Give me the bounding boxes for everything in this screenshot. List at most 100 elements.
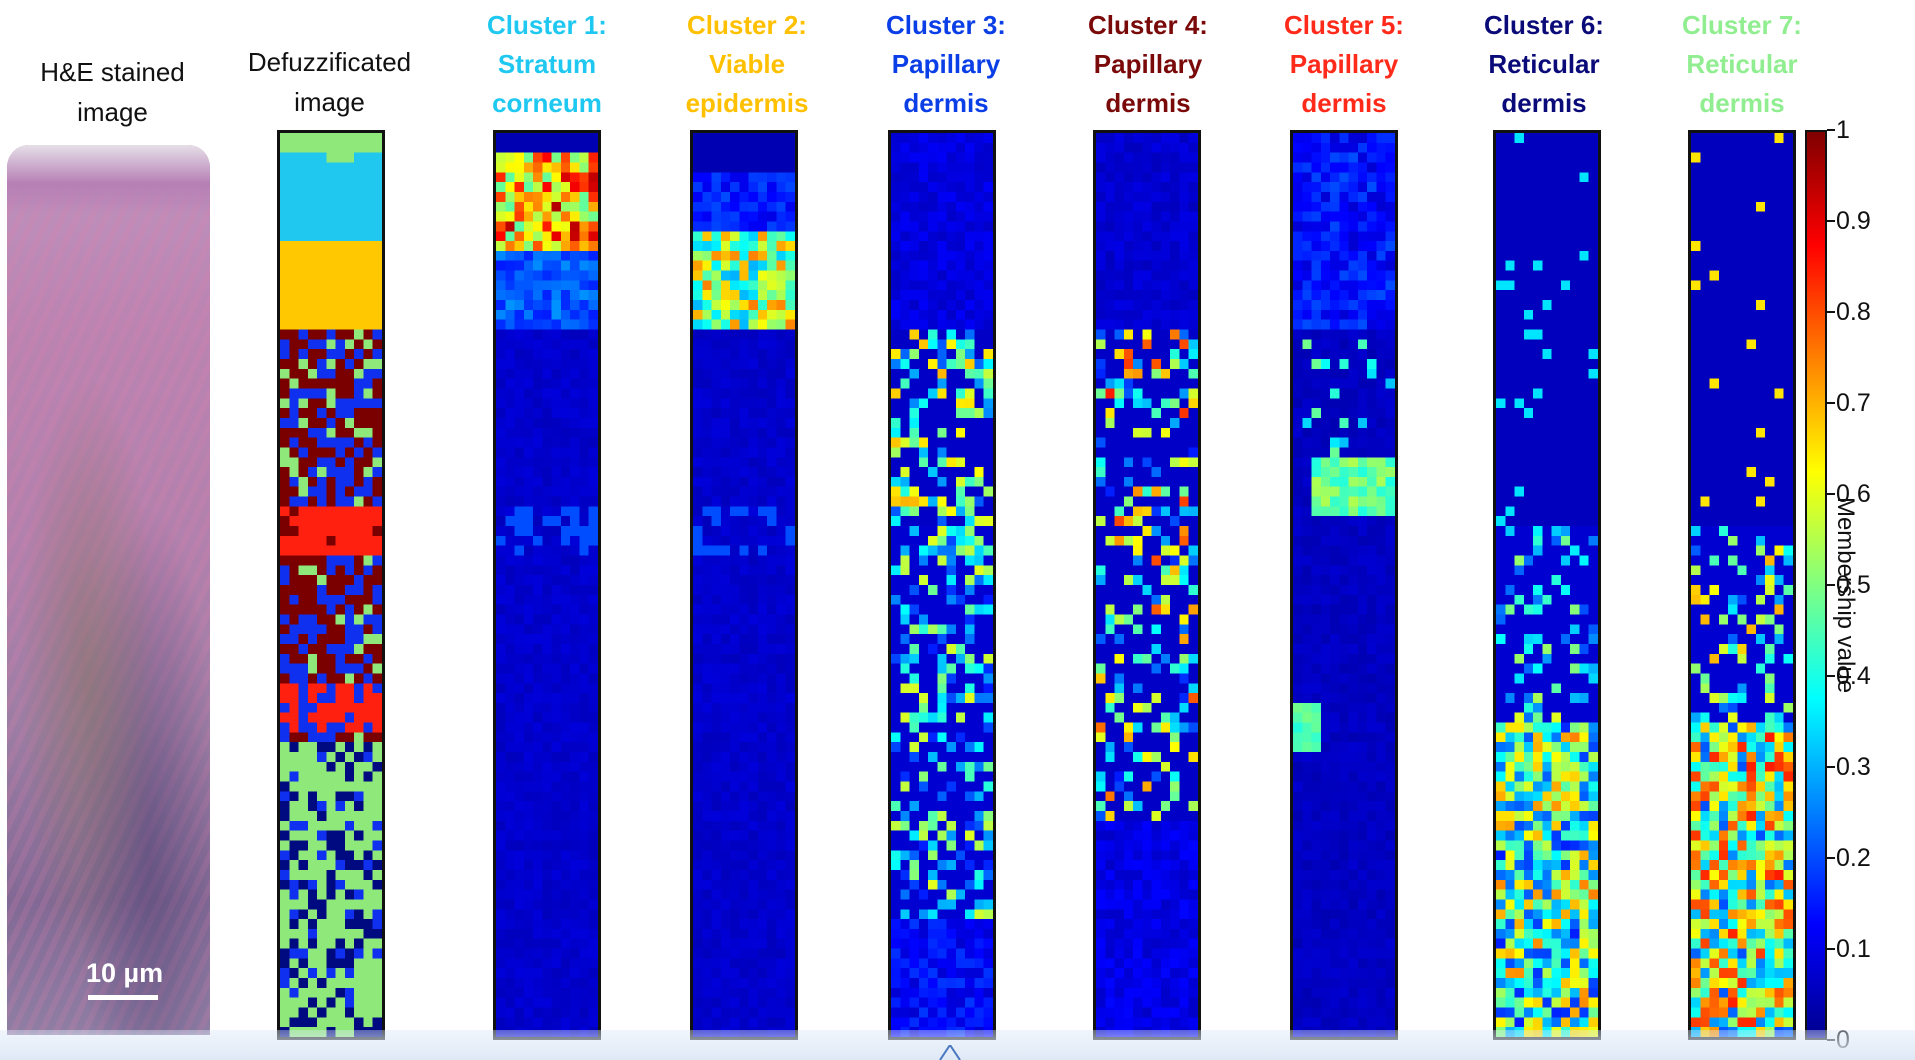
- heatmap-cell: [1160, 909, 1171, 920]
- heatmap-cell: [974, 339, 985, 350]
- heatmap-cell: [579, 349, 590, 360]
- heatmap-cell: [289, 191, 299, 203]
- heatmap-cell: [280, 162, 290, 173]
- heatmap-cell: [307, 575, 318, 586]
- heatmap-cell: [739, 133, 749, 144]
- heatmap-cell: [344, 191, 355, 203]
- heatmap-cell: [514, 673, 525, 684]
- heatmap-cell: [946, 742, 957, 753]
- heatmap-cell: [335, 555, 346, 566]
- heatmap-cell: [335, 663, 346, 674]
- heatmap-cell: [354, 300, 364, 311]
- heatmap-cell: [514, 575, 525, 586]
- heatmap-cell: [965, 997, 975, 1008]
- heatmap-cell: [891, 693, 901, 704]
- heatmap-cell: [785, 408, 795, 419]
- heatmap-cell: [505, 349, 515, 360]
- heatmap-cell: [1105, 270, 1115, 281]
- heatmap-cell: [1123, 427, 1134, 438]
- heatmap-cell: [588, 182, 598, 193]
- heatmap-cell: [928, 978, 938, 989]
- heatmap-cell: [514, 830, 525, 841]
- heatmap-cell: [280, 614, 290, 625]
- heatmap-cell: [918, 339, 929, 350]
- heatmap-cell: [560, 319, 571, 330]
- heatmap-cell: [363, 634, 374, 645]
- heatmap-cell: [1105, 280, 1115, 291]
- heatmap-cell: [965, 968, 975, 979]
- heatmap-cell: [983, 928, 993, 940]
- heatmap-cell: [335, 496, 346, 507]
- heatmap-cell: [720, 702, 731, 714]
- heatmap-cell: [702, 693, 712, 704]
- heatmap-cell: [533, 378, 543, 389]
- heatmap-cell: [702, 840, 712, 851]
- heatmap-cell: [1114, 152, 1125, 163]
- heatmap-cell: [928, 585, 938, 596]
- heatmap-cell: [1096, 408, 1106, 419]
- heatmap-cell: [918, 368, 929, 379]
- heatmap-cell: [354, 398, 364, 409]
- heatmap-cell: [335, 339, 346, 350]
- heatmap-cell: [1151, 408, 1162, 419]
- heatmap-cell: [711, 427, 722, 438]
- heatmap-cell: [317, 909, 327, 920]
- heatmap-cell: [776, 339, 787, 350]
- heatmap-cell: [702, 398, 712, 409]
- heatmap-cell: [326, 1007, 336, 1018]
- heatmap-cell: [702, 879, 712, 890]
- heatmap-cell: [307, 820, 318, 831]
- heatmap-cell: [514, 231, 525, 242]
- heatmap-cell: [298, 1007, 309, 1018]
- heatmap-cell: [918, 889, 929, 900]
- heatmap-cell: [1096, 486, 1106, 497]
- heatmap-cell: [588, 172, 598, 183]
- heatmap-cell: [570, 417, 580, 429]
- heatmap-cell: [372, 201, 382, 212]
- heatmap-cell: [363, 329, 374, 340]
- heatmap-cell: [955, 594, 966, 605]
- heatmap-cell: [307, 683, 318, 694]
- heatmap-cell: [372, 172, 382, 183]
- heatmap-cell: [1188, 300, 1198, 311]
- heatmap-cell: [354, 1007, 364, 1018]
- heatmap-cell: [317, 771, 327, 782]
- heatmap-cell: [702, 742, 712, 753]
- heatmap-cell: [974, 280, 985, 291]
- heatmap-cell: [579, 408, 590, 419]
- heatmap-cell: [1105, 634, 1115, 645]
- heatmap-cell: [505, 614, 515, 625]
- heatmap-cell: [1133, 172, 1143, 183]
- heatmap-cell: [1114, 899, 1125, 910]
- heatmap-cell: [1123, 850, 1134, 861]
- heatmap-cell: [757, 349, 768, 360]
- heatmap-cell: [588, 643, 598, 655]
- heatmap-cell: [909, 909, 920, 920]
- heatmap-cell: [965, 378, 975, 389]
- heatmap-cell: [965, 162, 975, 173]
- heatmap-cell: [891, 732, 901, 743]
- heatmap-cell: [918, 594, 929, 605]
- heatmap-cell: [298, 909, 309, 920]
- heatmap-cell: [1151, 359, 1162, 370]
- heatmap-cell: [702, 801, 712, 812]
- heatmap-cell: [1123, 781, 1134, 792]
- heatmap-cell: [1133, 830, 1143, 841]
- heatmap-cell: [767, 869, 777, 881]
- heatmap-cell: [937, 486, 947, 497]
- heatmap-cell: [533, 467, 543, 478]
- heatmap-cell: [1133, 673, 1143, 684]
- heatmap-cell: [776, 604, 787, 615]
- heatmap-cell: [965, 663, 975, 674]
- heatmap-cell: [983, 997, 993, 1008]
- heatmap-cell: [1123, 467, 1134, 478]
- heatmap-cell: [1170, 526, 1180, 537]
- heatmap-cell: [579, 683, 590, 694]
- heatmap-cell: [776, 594, 787, 605]
- heatmap-cell: [1179, 869, 1190, 881]
- heatmap-cell: [928, 771, 938, 782]
- heatmap-cell: [1188, 919, 1198, 930]
- heatmap-cell: [1170, 811, 1180, 822]
- heatmap-cell: [551, 427, 562, 438]
- heatmap-cell: [767, 752, 777, 763]
